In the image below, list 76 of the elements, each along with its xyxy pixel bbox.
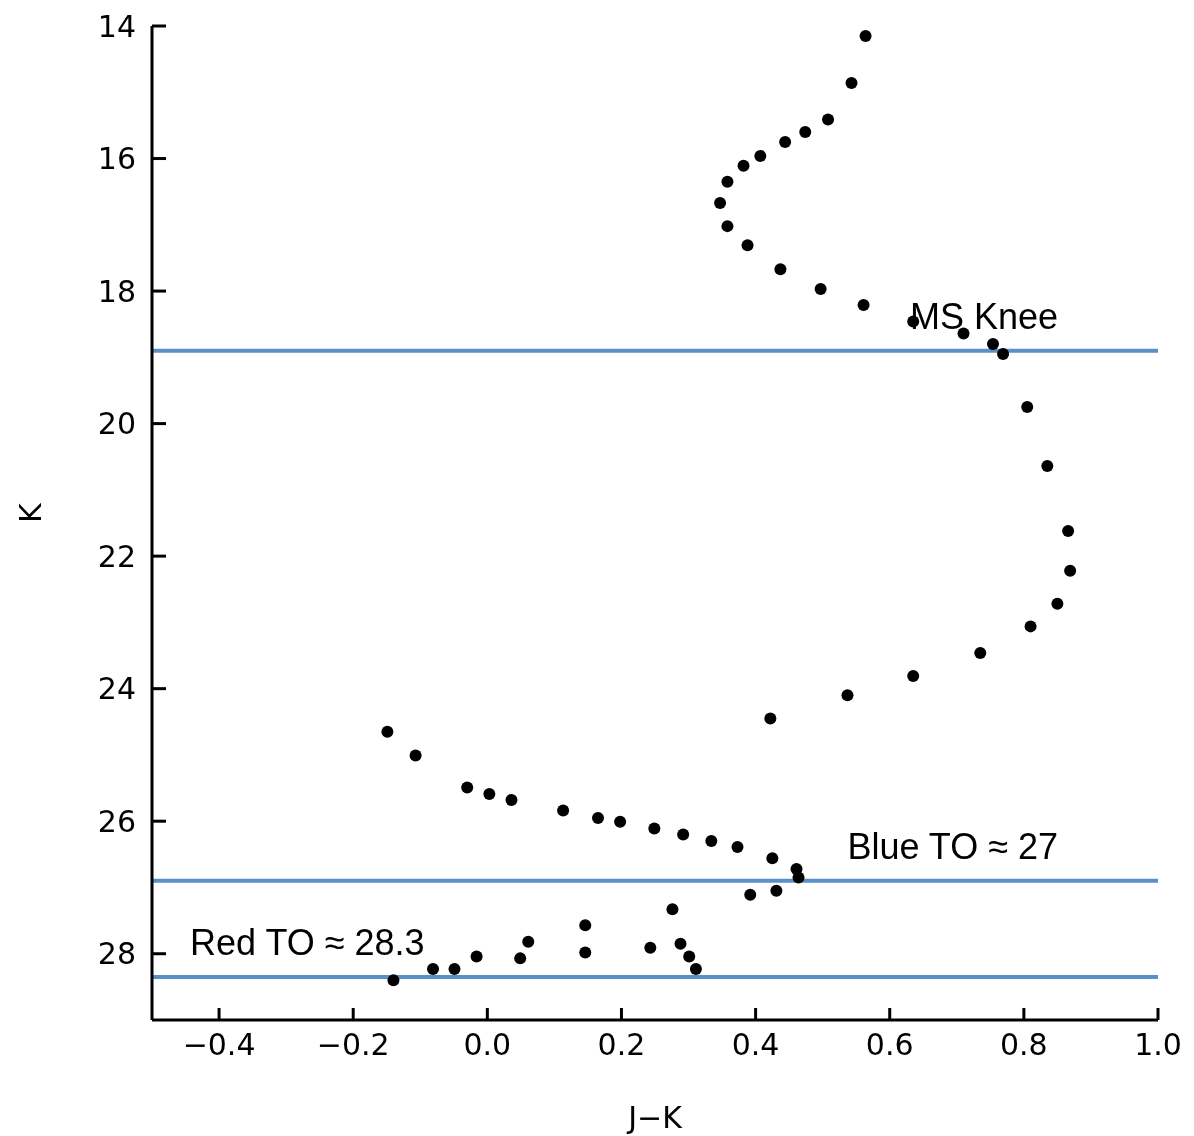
point <box>721 175 734 188</box>
point <box>579 919 592 932</box>
x-tick-label: 0.8 <box>1000 1027 1048 1063</box>
point <box>677 828 690 841</box>
point <box>644 941 657 954</box>
point <box>387 974 400 987</box>
point <box>1041 460 1054 473</box>
point <box>1021 401 1034 414</box>
point <box>1062 524 1075 537</box>
x-tick-label: 0.0 <box>463 1027 512 1063</box>
point <box>1024 620 1037 633</box>
ref-line-label: Red TO ≈ 28.3 <box>190 921 425 963</box>
point <box>579 946 592 959</box>
point <box>822 113 835 126</box>
point <box>648 822 661 835</box>
x-tick-label: 0.4 <box>731 1027 780 1063</box>
point <box>814 283 827 296</box>
point <box>557 804 570 817</box>
point <box>689 962 702 975</box>
point <box>674 937 687 950</box>
y-axis-title: K <box>12 502 48 523</box>
point <box>737 159 750 172</box>
point <box>766 852 779 865</box>
point <box>483 788 496 801</box>
point <box>744 888 757 901</box>
x-tick-label: 1.0 <box>1134 1027 1182 1063</box>
point <box>792 871 805 884</box>
point <box>514 952 527 965</box>
y-tick-label: 22 <box>97 538 136 574</box>
point <box>591 811 604 824</box>
point <box>987 338 1000 351</box>
point <box>774 263 787 276</box>
point <box>770 884 783 897</box>
point <box>614 815 627 828</box>
point <box>841 689 854 702</box>
x-tick-label: 0.2 <box>597 1027 646 1063</box>
point <box>721 220 734 233</box>
point <box>845 76 858 89</box>
x-axis-title: J−K <box>626 1100 684 1135</box>
point <box>427 962 440 975</box>
point <box>754 149 767 162</box>
point <box>1051 597 1064 610</box>
point <box>731 841 744 854</box>
point <box>505 794 518 806</box>
point <box>997 348 1010 361</box>
y-tick-label: 24 <box>97 671 136 707</box>
point <box>764 712 777 725</box>
point <box>857 298 870 311</box>
point <box>381 725 394 738</box>
x-tick-label: 0.6 <box>865 1027 914 1063</box>
point <box>741 239 754 252</box>
y-tick-label: 26 <box>97 803 136 839</box>
x-tick-label: −0.4 <box>182 1027 256 1063</box>
point <box>957 327 970 340</box>
point <box>683 950 696 963</box>
point <box>705 835 718 848</box>
y-tick-label: 14 <box>97 8 136 44</box>
y-tick-label: 18 <box>97 273 136 309</box>
x-tick-label: −0.2 <box>316 1027 390 1063</box>
point <box>799 126 812 139</box>
point <box>448 962 461 975</box>
point <box>409 749 422 762</box>
point <box>779 135 792 148</box>
point <box>907 670 920 683</box>
point <box>859 29 872 42</box>
ref-line-label: Blue TO ≈ 27 <box>847 825 1058 867</box>
y-tick-label: 16 <box>97 141 136 177</box>
point <box>461 781 474 794</box>
y-tick-label: 20 <box>97 406 136 442</box>
point <box>714 196 727 209</box>
point <box>522 935 535 948</box>
y-tick-label: 28 <box>97 936 136 972</box>
point <box>1064 564 1077 577</box>
point <box>470 950 483 963</box>
point <box>666 903 679 916</box>
point <box>974 646 987 659</box>
